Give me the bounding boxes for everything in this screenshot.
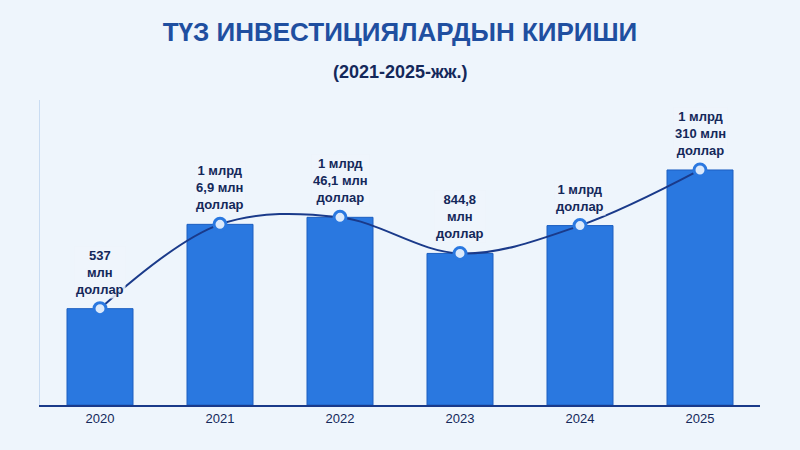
svg-text:2025: 2025: [686, 411, 715, 426]
svg-text:(2021-2025-жж.): (2021-2025-жж.): [333, 62, 468, 82]
svg-text:2020: 2020: [86, 411, 115, 426]
svg-text:2023: 2023: [446, 411, 475, 426]
svg-text:1 млрддоллар: 1 млрддоллар: [556, 182, 604, 214]
svg-text:537млндоллар: 537млндоллар: [76, 248, 124, 297]
svg-text:1 млрд46,1 млндоллар: 1 млрд46,1 млндоллар: [313, 156, 368, 205]
svg-text:1 млрд310 млндоллар: 1 млрд310 млндоллар: [675, 109, 726, 158]
svg-text:2022: 2022: [326, 411, 355, 426]
svg-text:2024: 2024: [566, 411, 595, 426]
svg-text:844,8млндоллар: 844,8млндоллар: [436, 192, 484, 241]
svg-text:2021: 2021: [206, 411, 235, 426]
svg-text:1 млрд6,9 млндоллар: 1 млрд6,9 млндоллар: [196, 163, 244, 212]
svg-text:ТҮЗ ИНВЕСТИЦИЯЛАРДЫН КИРИШИ: ТҮЗ ИНВЕСТИЦИЯЛАРДЫН КИРИШИ: [163, 17, 638, 47]
